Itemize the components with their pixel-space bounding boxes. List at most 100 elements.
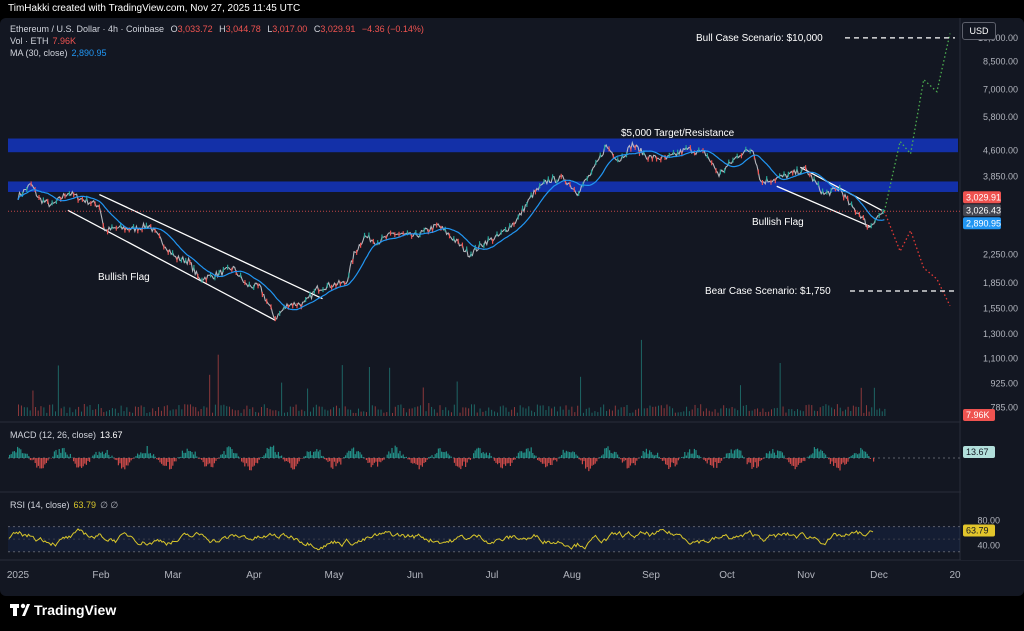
volume-bar [221,405,222,416]
macd-histogram-bar [395,446,396,458]
target-resistance-label: $5,000 Target/Resistance [621,128,735,139]
macd-histogram-bar [131,458,132,460]
macd-histogram-bar [388,451,389,458]
macd-histogram-bar [782,452,783,458]
macd-histogram-bar [57,455,58,458]
macd-histogram-bar [695,450,696,458]
macd-histogram-bar [603,454,604,458]
volume-bar [540,406,541,416]
volume-bar [215,405,216,416]
macd-histogram-bar [324,458,325,459]
volume-bar [560,406,561,416]
macd-histogram-bar [579,458,580,459]
macd-histogram-bar [244,458,245,466]
volume-bar [462,407,463,416]
macd-histogram-bar [276,455,277,458]
macd-histogram-bar [500,458,501,468]
macd-histogram-bar [204,458,205,466]
macd-histogram-bar [825,455,826,458]
volume-bar [181,409,182,416]
macd-histogram-bar [839,458,840,470]
tradingview-logo-icon [10,604,30,616]
price-axis[interactable]: 10,000.008,500.007,000.005,800.004,600.0… [961,18,1024,560]
macd-histogram-bar [531,447,532,458]
symbol-legend[interactable]: Ethereum / U.S. Dollar · 4h · Coinbase O… [10,24,428,34]
volume-bar [267,408,268,416]
macd-histogram-bar [137,454,138,458]
macd-histogram-bar [473,453,474,458]
volume-bar [398,405,399,416]
macd-histogram-bar [59,449,60,458]
macd-histogram-bar [643,451,644,458]
volume-bar [783,407,784,416]
volume-bar [858,407,859,416]
macd-histogram-bar [289,458,290,463]
macd-histogram-bar [684,452,685,458]
macd-histogram-bar [39,458,40,468]
volume-bar [109,410,110,416]
chart-svg[interactable]: 10,000.008,500.007,000.005,800.004,600.0… [0,18,1024,596]
volume-bar [40,406,41,416]
macd-histogram-bar [148,454,149,458]
macd-histogram-bar [863,451,864,458]
symbol-name[interactable]: Ethereum / U.S. Dollar · 4h · Coinbase [10,24,164,34]
ma-legend[interactable]: MA (30, close)2,890.95 [10,48,111,58]
time-tick-label: Apr [246,570,262,581]
macd-histogram-bar [585,458,586,469]
volume-bar [791,409,792,416]
macd-histogram-bar [63,448,64,458]
volume-bar [30,410,31,416]
volume-bar [144,407,145,416]
macd-histogram-bar [391,448,392,458]
macd-histogram-bar [159,458,160,462]
volume-bar [87,407,88,416]
volume-bar [471,404,472,416]
macd-histogram-bar [371,458,372,467]
macd-histogram-bar [588,458,589,471]
volume-bar [195,407,196,416]
currency-button[interactable]: USD [962,22,996,40]
macd-pane[interactable] [8,446,960,472]
resistance-zones [8,139,958,192]
volume-bar [298,411,299,416]
macd-histogram-bar [135,456,136,458]
rsi-legend[interactable]: RSI (14, close)63.79∅ ∅ [10,500,122,511]
macd-histogram-bar [470,458,471,460]
macd-histogram-bar [383,458,384,460]
rsi-pane[interactable] [8,527,960,552]
volume-bar [754,409,755,416]
macd-histogram-bar [353,448,354,458]
macd-histogram-bar [708,458,709,460]
macd-histogram-bar [497,458,498,464]
macd-histogram-bar [145,453,146,458]
volume-bar [606,411,607,416]
macd-histogram-bar [339,458,340,462]
macd-histogram-bar [566,451,567,458]
macd-histogram-bar [427,458,428,460]
volume-bar [879,408,880,416]
macd-histogram-bar [92,456,93,458]
volume-bar [270,409,271,416]
price-tick-label: 2,250.00 [983,249,1018,259]
macd-histogram-bar [435,454,436,458]
volume-bar [252,407,253,416]
macd-histogram-bar [348,451,349,458]
macd-histogram-bar [654,455,655,458]
volume-bar [18,404,19,416]
macd-histogram-bar [662,458,663,461]
volume-bar [635,410,636,416]
macd-histogram-bar [153,454,154,458]
macd-histogram-bar [803,458,804,461]
volume-bar [146,413,147,416]
price-tick-label: 1,100.00 [983,353,1018,363]
macd-histogram-bar [772,449,773,458]
macd-legend[interactable]: MACD (12, 26, close)13.67 [10,430,127,440]
volume-bar [69,407,70,416]
bull-case-label: Bull Case Scenario: $10,000 [696,33,823,44]
macd-histogram-bar [779,451,780,458]
macd-histogram-bar [747,458,748,464]
time-tick-label: Jul [486,570,499,581]
